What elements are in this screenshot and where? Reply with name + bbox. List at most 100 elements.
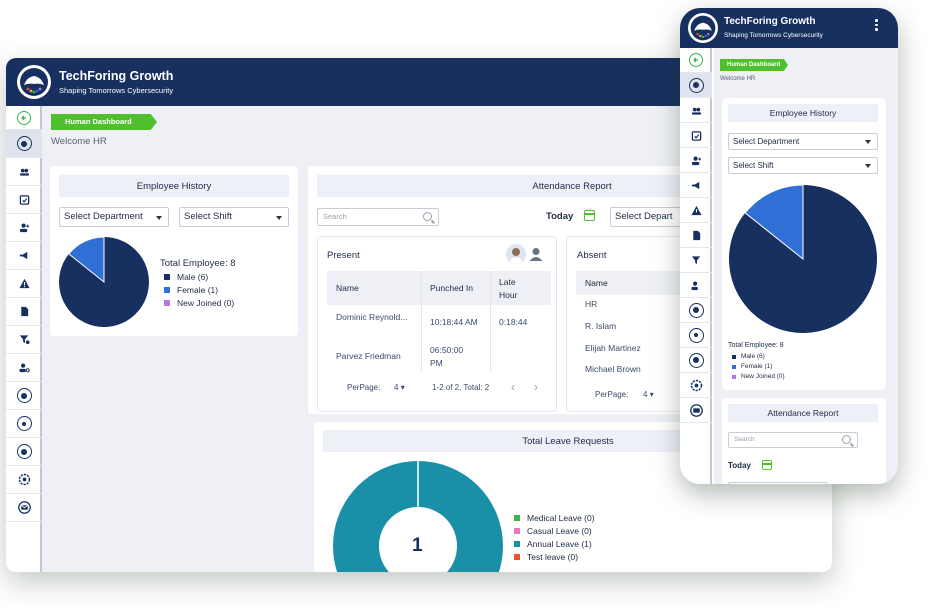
legend-swatch <box>164 300 170 306</box>
mobile-brand-tagline: Shaping Tomorrows Cybersecurity <box>724 32 823 39</box>
chevron-down-icon <box>156 216 162 220</box>
attendance-icon <box>691 130 701 141</box>
sidebar-item-dashboard[interactable] <box>6 130 42 158</box>
warning-icon <box>690 205 702 215</box>
user-placeholder-icon <box>528 246 544 262</box>
sidebar-item-warnings[interactable] <box>6 270 42 298</box>
sidebar-item-add-user[interactable] <box>6 214 42 242</box>
legend-swatch <box>514 528 520 534</box>
mobile-sidebar-announcements[interactable] <box>680 173 712 198</box>
mobile-sidebar-award[interactable] <box>680 298 712 323</box>
sidebar-item-announcements[interactable] <box>6 242 42 270</box>
mobile-sidebar-add-user[interactable] <box>680 148 712 173</box>
mobile-sidebar-messages[interactable] <box>680 398 712 423</box>
present-row-1-name: Dominic Reynold... <box>336 312 408 322</box>
sidebar-item-attendance[interactable] <box>6 186 42 214</box>
mobile-legend-male: Male (6) <box>732 353 765 360</box>
mobile-sidebar-filter[interactable] <box>680 248 712 273</box>
present-row-2-name: Parvez Friedman <box>336 351 401 361</box>
profile-icon <box>16 444 32 459</box>
attendance-search-input[interactable]: Search <box>317 208 439 226</box>
sidebar-item-users[interactable] <box>6 158 42 186</box>
mobile-sidebar-warnings[interactable] <box>680 198 712 223</box>
mobile-sidebar-profile[interactable] <box>680 348 712 373</box>
next-page-button[interactable]: › <box>534 380 538 394</box>
filter-icon <box>691 255 700 264</box>
calendar-icon[interactable] <box>584 210 595 221</box>
sidebar-item-badge[interactable] <box>6 410 42 438</box>
dashboard-icon <box>688 77 704 93</box>
mobile-sidebar-badge[interactable] <box>680 323 712 348</box>
gear-icon <box>18 473 30 486</box>
mobile-brand-name: TechForing Growth <box>724 16 816 27</box>
shift-select[interactable]: Select Shift <box>179 207 289 227</box>
legend-label: New Joined (0) <box>741 373 785 380</box>
legend-casual-leave: Casual Leave (0) <box>514 526 592 536</box>
mobile-sidebar-users[interactable] <box>680 98 712 123</box>
department-select[interactable]: Select Department <box>59 207 169 227</box>
per-page-select[interactable]: 4 ▾ <box>394 383 405 392</box>
sidebar-item-filter[interactable] <box>6 326 42 354</box>
back-arrow-icon <box>17 110 31 125</box>
mobile-attendance-card: Attendance Report Search Today <box>722 398 886 484</box>
employee-pie-chart <box>58 236 149 327</box>
mobile-attendance-select[interactable] <box>728 482 828 484</box>
present-row-2-punched: 06:50:00 PM <box>430 345 464 368</box>
column-divider <box>421 271 422 371</box>
pagination-info: 1-2 of 2, Total: 2 <box>432 383 490 392</box>
sidebar-back[interactable] <box>6 106 42 130</box>
legend-label: Female (1) <box>177 285 219 295</box>
mobile-sidebar <box>680 48 712 484</box>
mobile-sidebar-back[interactable] <box>680 48 712 73</box>
prev-page-button[interactable]: ‹ <box>511 380 515 394</box>
brand-logo[interactable] <box>17 65 51 99</box>
legend-label: Male (6) <box>741 353 765 360</box>
legend-female: Female (1) <box>164 285 218 295</box>
more-options-icon[interactable] <box>875 19 878 33</box>
mobile-department-select[interactable]: Select Department <box>728 133 878 150</box>
caret-down-icon: ▾ <box>400 383 405 392</box>
search-placeholder: Search <box>323 212 347 221</box>
search-icon <box>423 212 432 221</box>
search-placeholder: Search <box>734 436 755 443</box>
employee-history-title: Employee History <box>59 175 289 197</box>
mail-icon <box>689 403 703 417</box>
mobile-legend-new-joined: New Joined (0) <box>732 373 785 380</box>
mobile-search-input[interactable]: Search <box>728 432 858 448</box>
sidebar-item-user-settings[interactable] <box>6 354 42 382</box>
mobile-attendance-title: Attendance Report <box>728 404 878 422</box>
breadcrumb[interactable]: Human Dashboard <box>51 114 157 130</box>
back-arrow-icon <box>689 53 703 67</box>
mobile-total-employee: Total Employee: 8 <box>728 342 784 349</box>
mobile-brand-logo[interactable] <box>688 13 718 43</box>
mobile-shift-select[interactable]: Select Shift <box>728 157 878 174</box>
sidebar-item-settings[interactable] <box>6 466 42 494</box>
attendance-icon <box>19 195 29 205</box>
legend-annual-leave: Annual Leave (1) <box>514 539 592 549</box>
profile-icon <box>688 352 704 368</box>
sidebar-item-messages[interactable] <box>6 494 42 522</box>
department-select-value: Select Department <box>64 211 143 222</box>
column-name: Name <box>585 278 608 288</box>
mobile-sidebar-user-settings[interactable] <box>680 273 712 298</box>
present-table-header: Name Punched In Late Hour <box>327 271 551 305</box>
absent-per-page-select[interactable]: 4 ▾ <box>643 390 654 399</box>
mobile-calendar-icon[interactable] <box>762 460 772 470</box>
mobile-sidebar-settings[interactable] <box>680 373 712 398</box>
mobile-sidebar-attendance[interactable] <box>680 123 712 148</box>
sidebar-item-documents[interactable] <box>6 298 42 326</box>
mobile-employee-pie-chart <box>729 184 877 333</box>
column-punched-in: Punched In <box>430 283 474 293</box>
mobile-department-value: Select Department <box>733 137 800 146</box>
mobile-sidebar-dashboard[interactable] <box>680 73 712 98</box>
mail-icon <box>17 501 31 514</box>
mobile-legend-female: Female (1) <box>732 363 772 370</box>
legend-label: Female (1) <box>741 363 773 370</box>
pie-slice-female <box>744 184 804 261</box>
chevron-down-icon <box>865 164 871 168</box>
sidebar-item-profile[interactable] <box>6 438 42 466</box>
mobile-breadcrumb[interactable]: Human Dashboard <box>720 59 788 71</box>
mobile-sidebar-documents[interactable] <box>680 223 712 248</box>
sidebar-item-award[interactable] <box>6 382 42 410</box>
legend-swatch <box>514 515 520 521</box>
